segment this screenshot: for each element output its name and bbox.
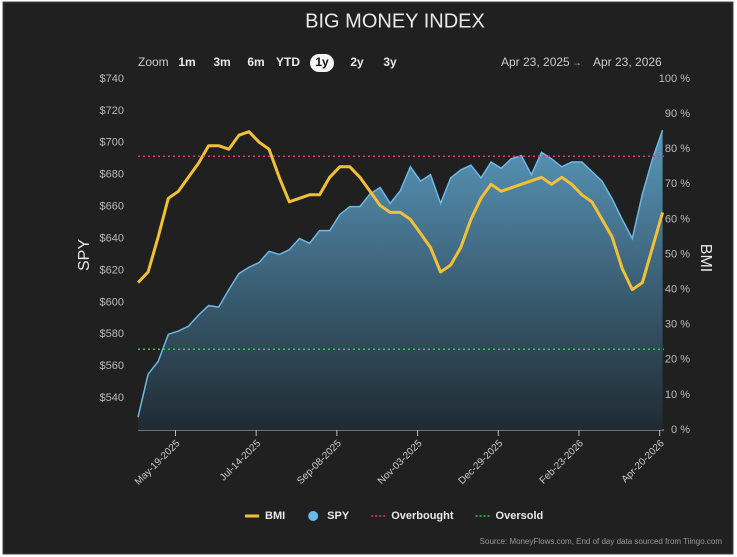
y-tick-label: $660 — [100, 201, 124, 213]
y2-tick-label: 30 % — [665, 319, 690, 331]
y-tick-label: $560 — [100, 360, 124, 372]
zoom-button[interactable]: 2y — [350, 55, 364, 69]
range-from[interactable]: Apr 23, 2025 — [501, 55, 570, 69]
y-axis-title: SPY — [76, 239, 93, 271]
y-tick-label: $680 — [100, 169, 124, 181]
legend-label[interactable]: Oversold — [496, 510, 544, 522]
y2-tick-label: 100 % — [659, 73, 690, 85]
y2-tick-label: 0 % — [671, 424, 690, 436]
y-tick-label: $540 — [100, 392, 124, 404]
zoom-button[interactable]: 1m — [178, 55, 195, 69]
source-note: Source: MoneyFlows.com, End of day data … — [480, 537, 723, 546]
legend-label[interactable]: BMI — [265, 510, 285, 522]
y-tick-label: $700 — [100, 137, 124, 149]
y2-tick-label: 90 % — [665, 108, 690, 120]
zoom-button[interactable]: YTD — [276, 55, 300, 69]
y2-tick-label: 40 % — [665, 284, 690, 296]
y-tick-label: $620 — [100, 264, 124, 276]
y-tick-label: $640 — [100, 232, 124, 244]
legend-label[interactable]: Overbought — [391, 510, 454, 522]
y-tick-label: $600 — [100, 296, 124, 308]
selected-button — [310, 54, 334, 72]
zoom-button[interactable]: 1y — [315, 55, 329, 69]
y2-tick-label: 70 % — [665, 178, 690, 190]
y-tick-label: $720 — [100, 105, 124, 117]
y2-tick-label: 50 % — [665, 248, 690, 260]
zoom-button[interactable]: 3y — [383, 55, 397, 69]
y2-tick-label: 20 % — [665, 354, 690, 366]
zoom-label: Zoom — [138, 55, 169, 69]
range-arrow: → — [573, 57, 582, 67]
y2-axis-title: BMI — [697, 244, 714, 272]
y-tick-label: $580 — [100, 328, 124, 340]
area — [138, 130, 663, 430]
legend-symbol — [308, 511, 319, 521]
line — [137, 129, 664, 418]
range-to[interactable]: Apr 23, 2026 — [593, 55, 662, 69]
y-tick-label: $740 — [100, 73, 124, 85]
zoom-button[interactable]: 6m — [247, 55, 264, 69]
y2-tick-label: 80 % — [665, 143, 690, 155]
y2-tick-label: 60 % — [665, 213, 690, 225]
line — [136, 130, 665, 292]
legend-label[interactable]: SPY — [327, 510, 350, 522]
y2-tick-label: 10 % — [665, 389, 690, 401]
chart-title: BIG MONEY INDEX — [305, 10, 485, 32]
zoom-button[interactable]: 3m — [213, 55, 230, 69]
